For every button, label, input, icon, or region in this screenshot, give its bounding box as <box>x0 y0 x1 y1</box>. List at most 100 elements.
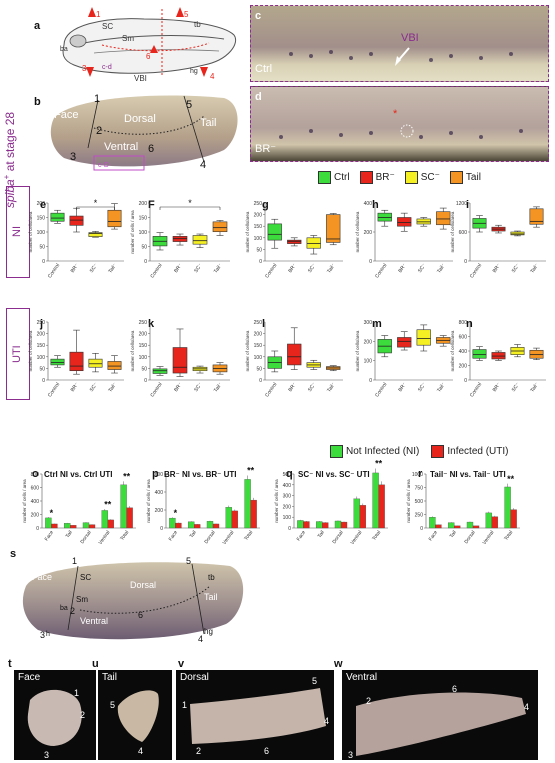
xtick-label-q-3: Ventral <box>350 530 364 546</box>
ylabel-h: number of cells/area <box>355 211 360 252</box>
box-e-1 <box>69 215 84 226</box>
xtick-label-p-1: Tail <box>189 530 198 540</box>
ytick-label-e: 100 <box>37 230 46 236</box>
bar-q-0-1 <box>316 521 323 529</box>
bar-r-0-1 <box>448 522 455 529</box>
ytick-label-r: 0 <box>420 526 423 532</box>
box-l-1 <box>287 343 302 366</box>
ytick-label-g: 0 <box>259 259 262 265</box>
chart-title-o: Ctrl NI vs. Ctrl UTI <box>44 470 112 479</box>
bar-r-1-0 <box>435 524 442 529</box>
ytick-label-r: 500 <box>415 499 424 505</box>
star-p-0: * <box>174 508 178 518</box>
legend-br: BR⁻ <box>359 170 395 184</box>
panel-letter-a: a <box>34 20 41 32</box>
ylabel-r: number of cells / area <box>406 479 411 523</box>
ytick-label-h: 0 <box>369 259 372 265</box>
box-k-0 <box>152 368 168 374</box>
ylabel-l: number of cells/area <box>245 330 250 371</box>
ytick-label-j: 250 <box>37 320 46 326</box>
s-face: Face <box>32 572 52 582</box>
bar-o-0-4 <box>120 484 127 529</box>
bar-q-0-4 <box>372 472 379 529</box>
ytick-label-g: 150 <box>254 224 263 230</box>
xtick-label-j-0: Control <box>47 382 61 399</box>
panel-letter-k: k <box>148 318 155 330</box>
legend-ctrl: Ctrl <box>318 170 350 184</box>
ytick-label-k: 100 <box>139 355 148 361</box>
ylabel-k: number of cells/area <box>130 330 135 371</box>
ytick-label-l: 0 <box>259 378 262 384</box>
xtick-label-k-0: Control <box>149 382 163 399</box>
xtick-label-j-3: Tail⁻ <box>107 381 118 393</box>
s-tb: tb <box>208 573 215 582</box>
ytick-label-e: 0 <box>42 259 45 265</box>
ytick-label-p: 200 <box>155 508 164 514</box>
ytick-label-r: 1000 <box>412 472 423 478</box>
xtick-label-e-3: Tail⁻ <box>107 262 118 274</box>
panel-letter-F: F <box>148 199 155 211</box>
legend-infection: Not Infected (NI) Infected (UTI) <box>330 444 555 458</box>
xtick-label-o-1: Tail <box>65 530 74 540</box>
xtick-label-i-0: Control <box>469 263 483 280</box>
ytick-label-i: 1200 <box>456 201 467 207</box>
panel-letter-e: e <box>40 199 46 211</box>
box-k-1 <box>172 347 188 374</box>
box-j-2 <box>88 358 103 368</box>
ylabel-n: number of cells/area <box>450 330 455 371</box>
ytick-label-m: 0 <box>369 378 372 384</box>
bar-p-1-3 <box>231 510 238 529</box>
panel-d-photo: d BR⁻ * <box>250 86 549 162</box>
panel-letter-d: d <box>255 91 262 103</box>
s-n6: 6 <box>138 610 143 620</box>
box-e-3 <box>107 209 122 228</box>
xtick-label-r-4: Total <box>503 530 514 542</box>
sig-star-e: * <box>94 198 98 208</box>
schem-hg: hg <box>190 68 198 75</box>
panel-letter-p: p <box>152 468 159 480</box>
schem-vbi: VBI <box>134 74 147 83</box>
b-n2: 2 <box>96 125 102 137</box>
ytick-label-m: 100 <box>364 359 373 365</box>
panel-letter-u: u <box>92 658 99 670</box>
ytick-label-n: 400 <box>459 349 468 355</box>
ytick-label-q: 100 <box>283 515 292 521</box>
ytick-label-k: 250 <box>139 320 148 326</box>
xtick-label-F-3: Tail⁻ <box>213 262 224 274</box>
bar-p-0-4 <box>244 479 251 529</box>
ytick-label-m: 200 <box>364 339 373 345</box>
schem-sc: SC <box>102 22 113 31</box>
star-o-4: ** <box>123 471 131 481</box>
bar-q-1-4 <box>378 484 385 529</box>
bar-r-1-4 <box>510 509 517 529</box>
chart-title-p: BR⁻ NI vs. BR⁻ UTI <box>164 470 236 479</box>
panel-letter-q: q <box>286 468 293 480</box>
s-n3: 3 <box>40 630 45 640</box>
w-n6: 6 <box>452 684 457 694</box>
bar-o-0-3 <box>101 510 108 529</box>
xtick-label-q-4: Total <box>371 530 382 542</box>
ytick-label-o: 800 <box>31 472 40 478</box>
b-n5: 5 <box>186 99 192 111</box>
panel-letter-i: i <box>466 199 469 211</box>
xtick-label-o-3: Ventral <box>98 530 112 546</box>
star-o-3: ** <box>104 500 112 510</box>
schem-tb: tb <box>194 20 201 29</box>
xtick-label-l-0: Control <box>264 382 278 399</box>
xtick-label-g-0: Control <box>264 263 278 280</box>
bar-p-1-0 <box>175 522 182 529</box>
v-n2: 2 <box>196 746 201 756</box>
xtick-label-o-4: Total <box>119 530 130 542</box>
star-o-0: * <box>50 508 54 518</box>
bar-p-1-2 <box>212 523 220 529</box>
bar-q-1-0 <box>303 521 310 529</box>
box-F-3 <box>212 221 228 233</box>
chart-title-q: SC⁻ NI vs. SC⁻ UTI <box>298 470 370 479</box>
panel-t-label: Face <box>18 672 41 683</box>
panel-letter-s: s <box>10 548 17 560</box>
v-n4: 4 <box>324 716 329 726</box>
bar-q-0-2 <box>334 520 342 529</box>
box-n-0 <box>472 349 487 359</box>
xtick-label-r-2: Dorsal <box>463 530 476 545</box>
ytick-label-g: 200 <box>254 213 263 219</box>
